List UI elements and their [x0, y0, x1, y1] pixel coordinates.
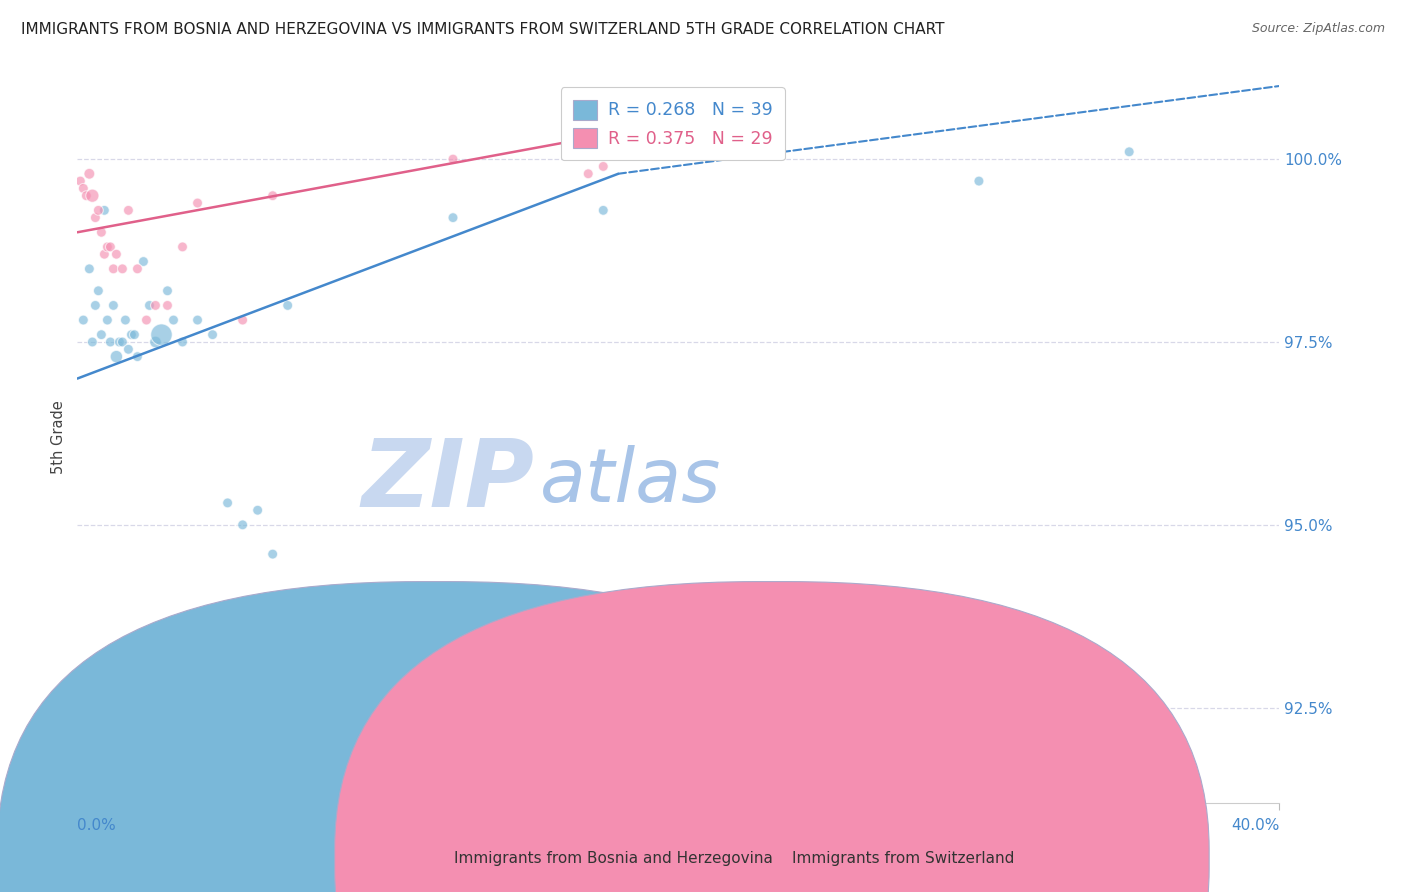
Legend: R = 0.268   N = 39, R = 0.375   N = 29: R = 0.268 N = 39, R = 0.375 N = 29 [561, 87, 785, 161]
Point [69, 174, 91, 188]
Point [592, 203, 614, 218]
Point [172, 240, 194, 254]
Point [262, 547, 284, 561]
Y-axis label: 5th Grade: 5th Grade [51, 401, 66, 474]
Point [111, 334, 134, 349]
Point [90, 327, 112, 342]
Point [93, 203, 115, 218]
Point [132, 254, 155, 268]
Point [114, 313, 136, 327]
Point [72, 313, 94, 327]
Point [246, 503, 269, 517]
Point [127, 261, 149, 276]
Point [156, 298, 179, 312]
Point [120, 327, 142, 342]
Point [96, 240, 118, 254]
Point [135, 313, 157, 327]
Point [232, 313, 254, 327]
Point [187, 196, 209, 211]
Point [441, 152, 464, 166]
Text: IMMIGRANTS FROM BOSNIA AND HERZEGOVINA VS IMMIGRANTS FROM SWITZERLAND 5TH GRADE : IMMIGRANTS FROM BOSNIA AND HERZEGOVINA V… [21, 22, 945, 37]
Point [87, 284, 110, 298]
Point [75, 188, 97, 202]
Point [138, 298, 160, 312]
Point [79, 167, 101, 181]
Point [262, 188, 284, 202]
Text: atlas: atlas [540, 445, 721, 517]
Point [124, 327, 146, 342]
Point [127, 350, 149, 364]
Point [592, 160, 614, 174]
Point [322, 627, 344, 641]
Text: Immigrants from Bosnia and Herzegovina: Immigrants from Bosnia and Herzegovina [454, 851, 773, 865]
Point [576, 167, 599, 181]
Point [277, 298, 299, 312]
Point [82, 334, 104, 349]
Text: 40.0%: 40.0% [1232, 818, 1279, 832]
Point [108, 334, 131, 349]
Point [105, 350, 128, 364]
Point [172, 334, 194, 349]
Text: ZIP: ZIP [361, 435, 534, 527]
Text: Source: ZipAtlas.com: Source: ZipAtlas.com [1251, 22, 1385, 36]
Point [72, 181, 94, 195]
Point [79, 261, 101, 276]
Text: Immigrants from Switzerland: Immigrants from Switzerland [792, 851, 1014, 865]
Point [90, 225, 112, 239]
Point [156, 284, 179, 298]
Point [162, 313, 184, 327]
Point [84, 211, 107, 225]
Point [82, 188, 104, 202]
Point [103, 298, 125, 312]
Point [1118, 145, 1140, 159]
Point [105, 247, 128, 261]
Point [201, 327, 224, 342]
Point [217, 496, 239, 510]
Point [150, 327, 173, 342]
Point [93, 247, 115, 261]
Point [117, 343, 139, 357]
Point [232, 517, 254, 532]
Point [117, 203, 139, 218]
Point [111, 261, 134, 276]
Point [145, 298, 167, 312]
Point [100, 334, 122, 349]
Point [100, 240, 122, 254]
Text: 0.0%: 0.0% [77, 818, 117, 832]
Point [87, 203, 110, 218]
Point [967, 174, 990, 188]
Point [441, 211, 464, 225]
Point [84, 298, 107, 312]
Point [187, 313, 209, 327]
Point [96, 313, 118, 327]
Point [103, 261, 125, 276]
Point [145, 334, 167, 349]
